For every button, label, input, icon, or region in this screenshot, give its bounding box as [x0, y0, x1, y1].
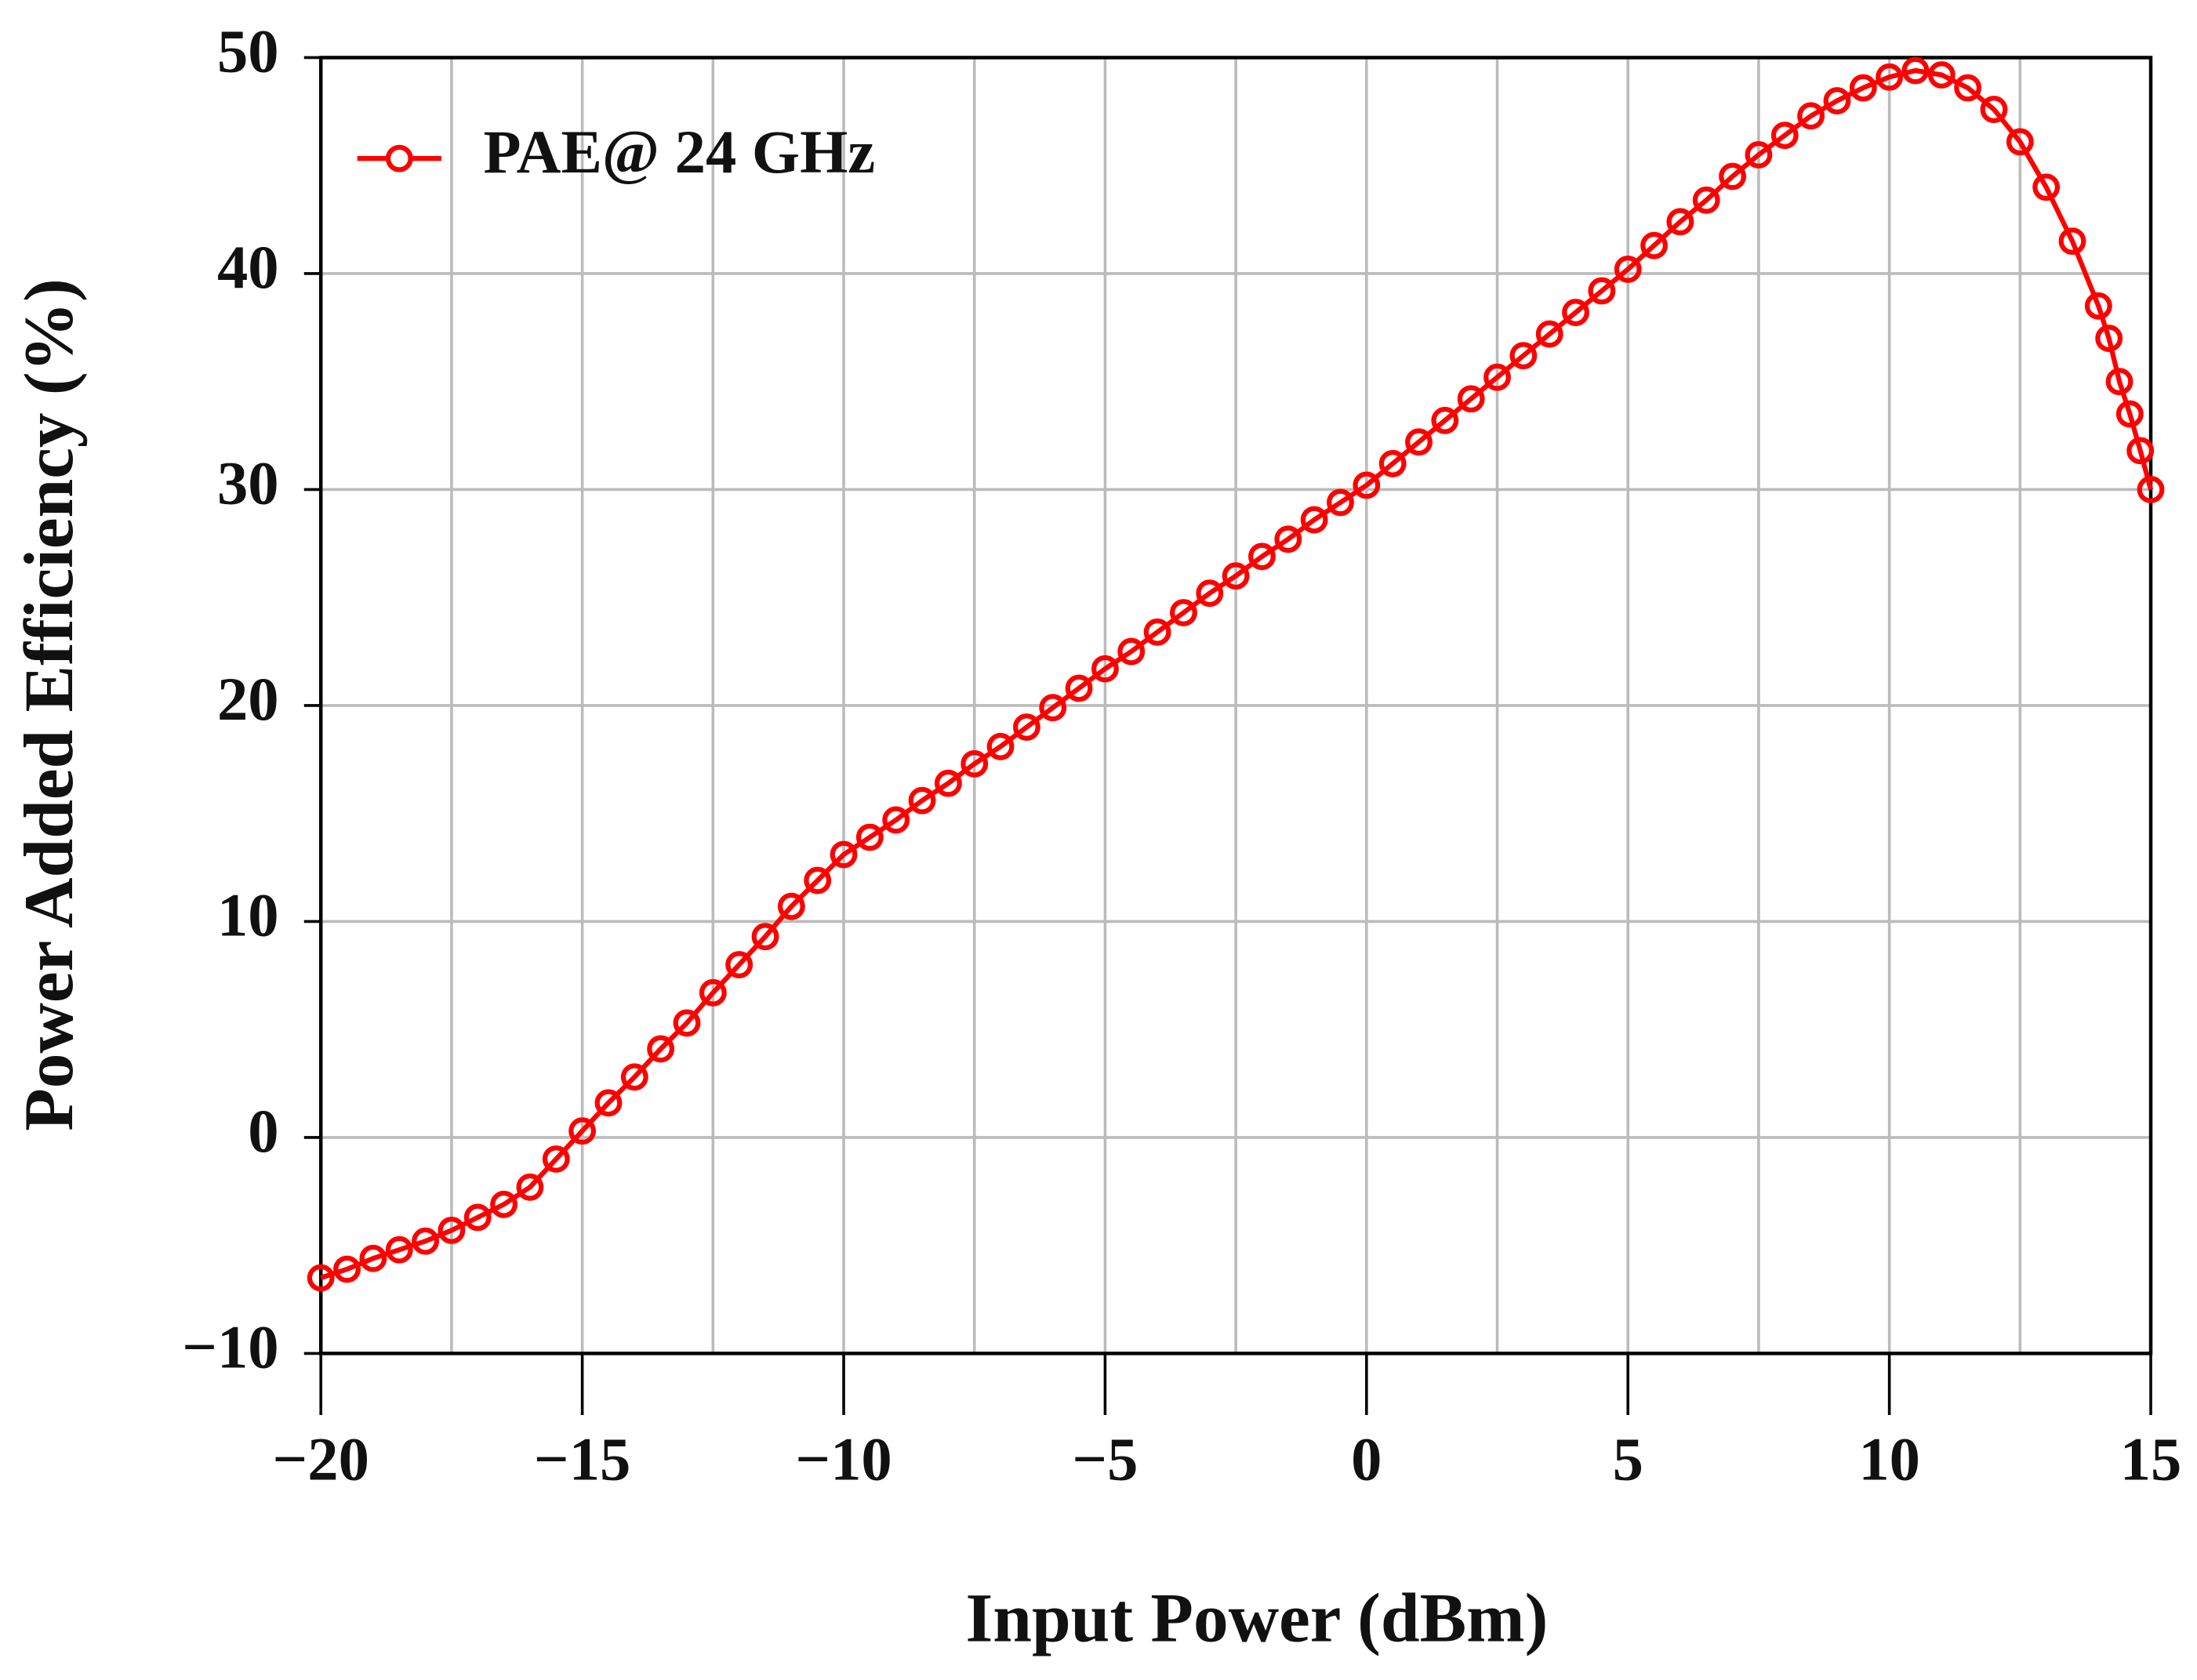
x-tick-label: 0	[1351, 1425, 1382, 1493]
data-point	[777, 892, 805, 920]
data-point	[882, 806, 910, 834]
data-point	[307, 1264, 335, 1292]
y-tick-label: 40	[217, 234, 279, 302]
data-point	[1614, 256, 1642, 283]
data-point	[2126, 437, 2155, 465]
plot-frame	[318, 56, 2153, 1355]
data-point	[620, 1063, 648, 1091]
data-point	[1770, 122, 1799, 150]
y-tick-label: 10	[217, 881, 279, 949]
data-point	[1117, 637, 1146, 666]
data-point	[2032, 173, 2061, 201]
data-point	[1457, 385, 1485, 413]
data-point	[1300, 506, 1328, 534]
data-point	[961, 749, 989, 778]
data-point	[594, 1089, 623, 1117]
data-point	[1980, 96, 2008, 124]
legend-label: PAE@ 24 GHz	[484, 118, 876, 187]
data-point	[1588, 277, 1616, 305]
x-tick-label: −5	[1072, 1425, 1138, 1493]
data-point	[412, 1227, 440, 1255]
x-tick-label: 15	[2120, 1425, 2182, 1493]
data-point	[647, 1035, 675, 1063]
x-tick-label: −10	[795, 1425, 892, 1493]
data-point	[1327, 488, 1354, 517]
data-point	[751, 923, 779, 951]
y-tick-label: 0	[248, 1098, 278, 1166]
data-point	[568, 1117, 597, 1145]
data-line	[320, 67, 2154, 1280]
data-point	[2006, 128, 2034, 156]
data-point	[516, 1173, 544, 1201]
data-point	[333, 1255, 361, 1283]
data-point	[463, 1203, 492, 1232]
data-point	[1065, 674, 1093, 702]
x-tick-label: 10	[1858, 1425, 1920, 1493]
data-point	[1927, 61, 1956, 89]
x-tick-label: 5	[1613, 1425, 1643, 1493]
legend-marker	[385, 144, 413, 172]
data-point	[725, 951, 754, 978]
data-point	[2105, 368, 2133, 396]
data-point	[1509, 342, 1538, 370]
data-point	[699, 978, 727, 1007]
data-point	[1797, 102, 1825, 130]
data-point	[1692, 186, 1720, 214]
y-tick-label: 20	[217, 666, 279, 734]
data-point	[1849, 74, 1877, 102]
data-point	[1823, 87, 1851, 114]
data-point	[1666, 208, 1694, 236]
data-point	[2095, 325, 2123, 353]
data-point	[1901, 56, 1930, 85]
data-point	[908, 786, 936, 815]
data-point	[1170, 599, 1197, 626]
data-point	[1640, 231, 1668, 259]
y-tick-label: 30	[217, 450, 279, 518]
data-point	[385, 1236, 413, 1264]
y-axis-label: Power Added Efficiency (%)	[10, 278, 88, 1131]
data-point	[830, 840, 858, 869]
data-point	[1954, 74, 1982, 102]
x-tick-label: −15	[534, 1425, 630, 1493]
data-point	[2084, 292, 2112, 320]
data-point	[673, 1009, 701, 1037]
data-point	[2115, 400, 2144, 428]
data-point	[1876, 63, 1904, 91]
y-tick-label: 50	[217, 18, 279, 86]
data-point	[1745, 141, 1773, 169]
data-point	[1378, 449, 1407, 477]
data-point	[1091, 655, 1119, 683]
data-point	[542, 1145, 570, 1173]
data-point	[359, 1244, 387, 1272]
data-point	[986, 732, 1015, 760]
data-point	[1483, 363, 1511, 391]
data-point	[804, 866, 832, 894]
data-point	[1562, 299, 1589, 326]
data-point	[438, 1216, 466, 1244]
data-point	[1039, 694, 1067, 722]
data-point	[934, 769, 962, 797]
data-point	[1196, 579, 1224, 608]
data-point	[1012, 713, 1040, 741]
data-point	[1535, 320, 1563, 348]
data-point	[1431, 406, 1459, 434]
data-point	[1143, 618, 1171, 646]
data-point	[2137, 476, 2165, 503]
data-point	[1248, 542, 1276, 571]
x-tick-label: −20	[273, 1425, 369, 1493]
x-axis-label: Input Power (dBm)	[966, 1580, 1549, 1657]
y-tick-label: −10	[182, 1313, 278, 1381]
data-point	[855, 823, 884, 851]
data-point	[1719, 162, 1747, 190]
data-point	[2058, 227, 2086, 256]
data-point	[1222, 562, 1250, 590]
data-point	[1353, 471, 1381, 499]
data-point	[1405, 428, 1433, 456]
data-point	[1274, 525, 1302, 553]
data-point	[490, 1190, 518, 1218]
